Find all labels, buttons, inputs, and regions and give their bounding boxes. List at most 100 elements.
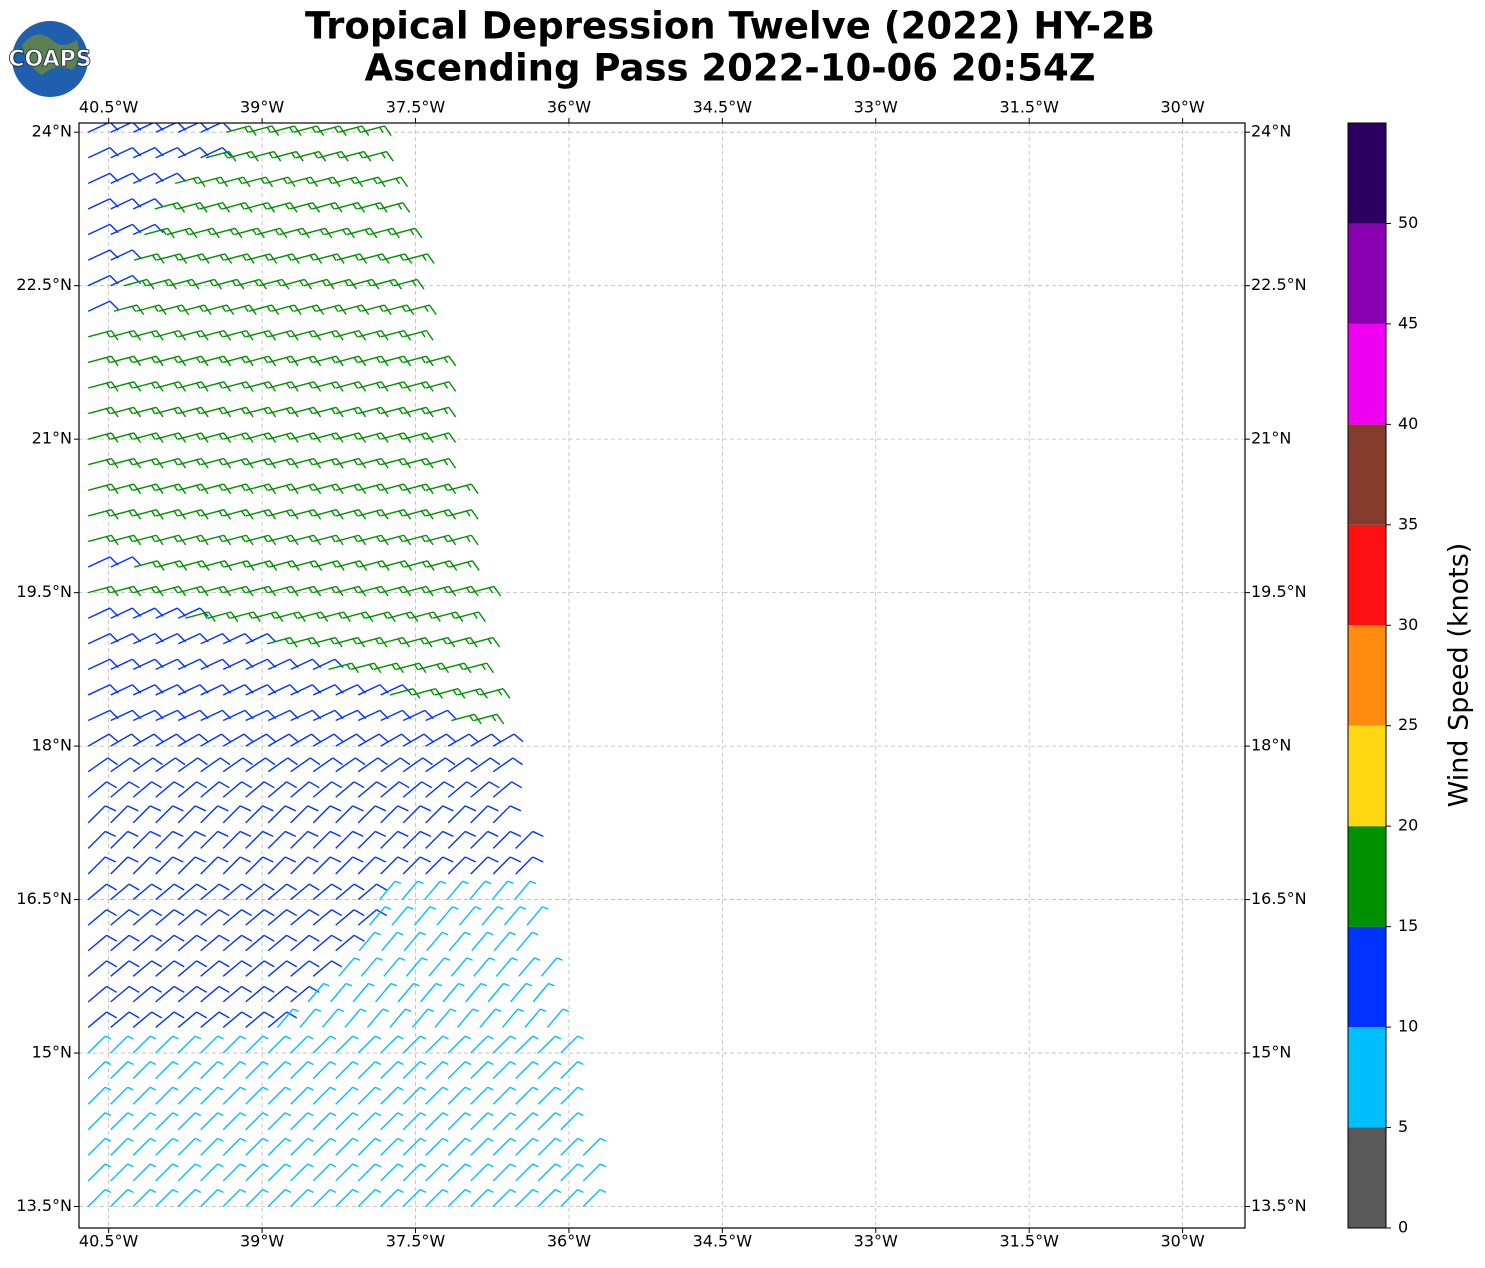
wind-barb: [560, 1112, 584, 1131]
wind-barb: [290, 909, 320, 926]
colorbar: 0 5 10 15 20 25 30 35 40 45 50: [1347, 122, 1418, 1237]
wind-barb: [402, 856, 432, 875]
lat-label: 16.5°N: [1251, 889, 1307, 908]
wind-barb: [177, 985, 208, 1003]
wind-barb: [401, 880, 424, 901]
wind-barb: [312, 856, 342, 875]
wind-barb: [200, 1061, 224, 1080]
wind-barb: [177, 1035, 202, 1054]
wind-barb: [470, 733, 501, 747]
wind-barb: [470, 585, 502, 597]
wind-barb: [110, 556, 142, 568]
wind-barb: [526, 906, 549, 926]
wind-barb: [245, 1163, 269, 1182]
wind-barb: [312, 934, 343, 952]
wind-barb: [402, 1163, 427, 1182]
wind-barb: [132, 198, 164, 210]
wind-barb: [470, 805, 499, 824]
wind-barb: [448, 534, 479, 546]
wind-barb: [110, 1086, 134, 1105]
wind-barb: [132, 1035, 157, 1054]
wind-barb: [447, 830, 477, 849]
wind-barb: [245, 633, 277, 645]
wind-barb: [402, 781, 433, 798]
colorbar-tick-label: 35: [1398, 514, 1418, 533]
wind-barb: [177, 733, 209, 747]
wind-barb: [380, 781, 410, 798]
wind-barb: [177, 856, 207, 875]
colorbar-tick-label: 5: [1398, 1117, 1408, 1136]
wind-barb: [448, 483, 479, 495]
wind-barb: [425, 432, 457, 443]
wind-barb: [455, 611, 486, 622]
wind-barb: [425, 805, 454, 824]
wind-barb: [425, 830, 454, 849]
wind-barb: [267, 805, 297, 824]
wind-barb: [177, 1061, 202, 1080]
wind-barb: [425, 355, 457, 367]
wind-barb: [245, 1137, 269, 1156]
wind-barb: [425, 1112, 449, 1131]
wind-barb: [492, 1035, 517, 1054]
lat-label: 16.5°N: [16, 889, 72, 908]
wind-barb: [357, 830, 387, 849]
wind-barb: [200, 1112, 224, 1131]
colorbar-tick-label: 45: [1398, 313, 1418, 332]
wind-barb: [540, 957, 563, 977]
lon-label: 36°W: [547, 1232, 591, 1251]
logo-text: COAPS: [8, 47, 91, 72]
wind-barb: [344, 1008, 367, 1028]
lon-label: 37.5°W: [386, 1232, 446, 1251]
wind-barb: [447, 733, 479, 747]
wind-barb: [155, 781, 185, 798]
wind-barb: [560, 1188, 584, 1208]
wind-barb: [200, 985, 230, 1003]
wind-barb: [449, 560, 480, 571]
wind-barb: [335, 1061, 359, 1080]
wind-barb: [290, 1188, 314, 1208]
wind-barb: [110, 934, 140, 952]
wind-barb: [132, 1011, 163, 1028]
lon-label: 30°W: [1161, 1232, 1205, 1251]
wind-barb: [335, 856, 364, 875]
wind-barb: [267, 733, 299, 747]
wind-barb: [492, 830, 522, 849]
wind-barb: [155, 1188, 179, 1208]
wind-barb: [155, 1163, 179, 1182]
wind-barb: [132, 1086, 157, 1105]
grid: 40.5°W 40.5°W 39°W 39°W 37.5°W 37.5°W 36°W 36°W…: [16, 98, 1306, 1251]
wind-barb: [177, 830, 207, 849]
wind-barb: [290, 960, 320, 977]
wind-barb: [389, 1008, 412, 1028]
wind-barb: [155, 805, 184, 824]
wind-barb: [177, 1086, 202, 1105]
wind-barb: [87, 909, 118, 926]
wind-barb: [245, 1086, 269, 1105]
colorbar-band: [1348, 826, 1386, 927]
lat-label: 21°N: [32, 429, 72, 448]
wind-barb: [335, 781, 365, 798]
wind-barb: [491, 880, 514, 901]
wind-barb: [492, 1188, 517, 1208]
wind-barb: [582, 1137, 607, 1156]
lat-label: 22.5°N: [1251, 275, 1307, 294]
wind-barb: [470, 1188, 494, 1208]
wind-barb: [155, 1035, 179, 1054]
wind-barb: [177, 1011, 208, 1028]
map-frame: [78, 122, 1246, 1229]
wind-barb: [447, 781, 478, 798]
wind-barb: [493, 931, 516, 952]
wind-barb: [380, 856, 409, 875]
wind-barb: [222, 1035, 247, 1054]
wind-barb: [245, 856, 274, 875]
wind-barb: [515, 1137, 539, 1156]
wind-barb: [425, 709, 457, 722]
wind-barb: [357, 781, 388, 798]
wind-barb: [307, 982, 330, 1003]
wind-barb: [312, 1112, 337, 1131]
wind-barb: [312, 1188, 337, 1208]
wind-barb: [425, 406, 457, 418]
wind-barb: [155, 1011, 185, 1028]
wind-barb: [222, 1137, 247, 1156]
